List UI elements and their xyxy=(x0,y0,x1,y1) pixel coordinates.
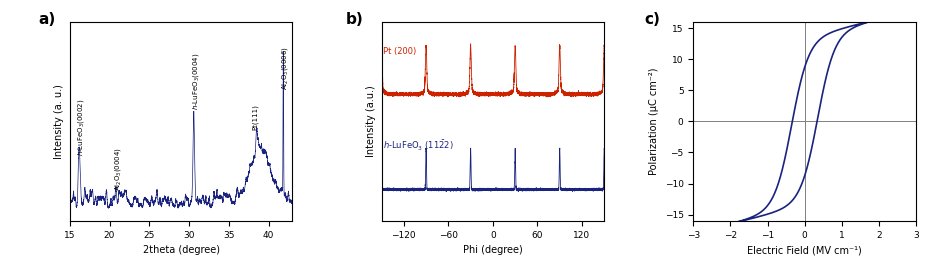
Text: $h$-LuFeO$_3$(0004): $h$-LuFeO$_3$(0004) xyxy=(191,53,201,110)
Text: $h$-LuFeO$_3$ (11$\bar{2}$2): $h$-LuFeO$_3$ (11$\bar{2}$2) xyxy=(383,139,454,153)
Text: c): c) xyxy=(644,12,660,27)
X-axis label: Phi (degree): Phi (degree) xyxy=(463,245,523,255)
Text: b): b) xyxy=(346,12,364,27)
Y-axis label: Intensity (a. u.): Intensity (a. u.) xyxy=(54,84,64,159)
X-axis label: 2theta (degree): 2theta (degree) xyxy=(142,245,219,255)
Text: Pt (200): Pt (200) xyxy=(383,47,417,55)
Text: $h$-LuFeO$_3$(0002): $h$-LuFeO$_3$(0002) xyxy=(76,99,86,156)
Y-axis label: Polarization (μC cm⁻²): Polarization (μC cm⁻²) xyxy=(649,68,659,175)
Y-axis label: Intensity (a.u.): Intensity (a.u.) xyxy=(366,86,376,157)
Text: Al$_2$O$_3$(0006): Al$_2$O$_3$(0006) xyxy=(280,47,290,91)
Text: Al$_2$O$_3$(0004): Al$_2$O$_3$(0004) xyxy=(113,148,123,192)
X-axis label: Electric Field (MV cm⁻¹): Electric Field (MV cm⁻¹) xyxy=(748,245,862,255)
Text: a): a) xyxy=(38,12,56,27)
Text: Pt(111): Pt(111) xyxy=(251,104,258,130)
